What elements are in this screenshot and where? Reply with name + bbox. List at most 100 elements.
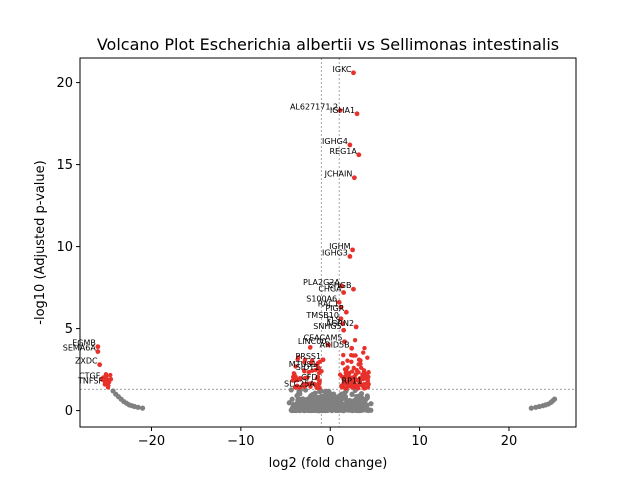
significant-point [302, 384, 307, 390]
significant-point [345, 358, 350, 363]
significant-point [347, 254, 353, 259]
significant-point [316, 365, 322, 371]
significant-point [317, 378, 322, 384]
significant-point [97, 362, 103, 368]
nonsignificant-point [551, 396, 558, 402]
nonsignificant-point [286, 400, 292, 406]
gene-label: REG1A [329, 147, 357, 156]
nonsignificant-point [362, 406, 369, 412]
gene-label: MTUS1 [289, 360, 317, 369]
gene-label: EGMB [72, 339, 96, 348]
gene-label: IGHG3 [322, 248, 348, 257]
significant-point [349, 359, 354, 365]
significant-point [293, 374, 298, 379]
gene-label: SLC25A [284, 380, 315, 389]
gene-label: FLS [327, 316, 341, 325]
significant-point [341, 327, 347, 333]
gene-label: TMSB10 [305, 311, 339, 320]
significant-point [343, 381, 349, 387]
axis-ticks: −20 −10 0 10 20 0 5 10 15 20 [56, 76, 517, 449]
significant-point [356, 362, 361, 367]
significant-point [351, 175, 357, 181]
significant-point [314, 385, 320, 391]
significant-point [350, 381, 355, 386]
x-tick-label: 20 [501, 434, 518, 449]
significant-point [350, 375, 355, 380]
nonsignificant-point [336, 397, 343, 403]
gene-label: CFD [301, 373, 317, 382]
significant-point [320, 357, 326, 363]
significant-point [341, 352, 346, 358]
significant-point [103, 372, 109, 377]
y-tick-label: 20 [56, 76, 73, 91]
significant-point [365, 378, 371, 383]
x-tick-label: −20 [138, 434, 165, 449]
x-tick-label: 10 [411, 434, 428, 449]
nonsignificant-point [364, 402, 370, 408]
y-tick-label: 15 [56, 158, 73, 173]
significant-point [350, 247, 355, 253]
gene-label: CHGB [328, 281, 351, 290]
significant-point [351, 70, 356, 76]
nonsignificant-point [288, 407, 294, 413]
nonsignificant-point [296, 390, 302, 396]
nonsignificant-point [364, 395, 370, 401]
significant-point [362, 345, 367, 351]
nonsignificant-point [341, 406, 347, 412]
nonsignificant-point [307, 404, 314, 410]
significant-point [346, 372, 352, 377]
gene-label: IGHA1 [330, 106, 355, 115]
significant-point [341, 377, 346, 382]
nonsignificant-point [353, 407, 359, 413]
significant-point [361, 381, 367, 387]
nonsignificant-point [528, 405, 534, 411]
significant-point [95, 344, 101, 350]
significant-point [361, 368, 367, 373]
y-tick-label: 0 [65, 404, 73, 419]
significant-point [342, 339, 347, 345]
significant-point [361, 350, 366, 355]
nonsignificant-point [327, 400, 333, 406]
significant-point [95, 349, 101, 354]
significant-point [356, 357, 362, 362]
significant-point [318, 368, 324, 374]
nonsignificant-point [328, 406, 335, 412]
significant-point [302, 369, 307, 374]
nonsignificant-point [368, 401, 374, 407]
significant-point [102, 381, 108, 387]
significant-point [338, 304, 344, 310]
gene-label: SIDT1 [296, 363, 320, 372]
y-tick-label: 10 [56, 240, 73, 255]
gene-label: S100A6 [306, 294, 337, 303]
nonsignificant-point [358, 407, 364, 413]
significant-point [336, 299, 342, 305]
significant-point [366, 370, 371, 375]
gene-label: JCHAIN [324, 170, 353, 179]
gene-label: CEACAM5 [304, 334, 343, 343]
significant-point [347, 142, 353, 148]
significant-point [306, 369, 312, 375]
significant-point [339, 385, 345, 390]
x-tick-label: 0 [326, 434, 334, 449]
nonsignificant-point [288, 387, 294, 393]
significant-point [354, 111, 360, 117]
gene-label: ARID5B [320, 340, 350, 349]
significant-point [302, 375, 308, 381]
nonsignificant-point [349, 391, 355, 398]
nonsignificant-point [303, 397, 309, 403]
gene-label: RAC1 [318, 299, 339, 308]
significant-point [340, 361, 345, 366]
gene-label: PRSS1 [295, 352, 321, 361]
plot-frame [79, 57, 577, 428]
significant-point [353, 383, 359, 389]
significant-point [338, 316, 344, 322]
x-tick-label: −10 [227, 434, 254, 449]
significant-point [108, 372, 113, 378]
significant-point [340, 321, 346, 327]
significant-point [308, 381, 313, 386]
significant-point [356, 152, 362, 158]
significant-point [353, 353, 358, 358]
significant-point [343, 386, 348, 391]
significant-point [354, 377, 359, 382]
